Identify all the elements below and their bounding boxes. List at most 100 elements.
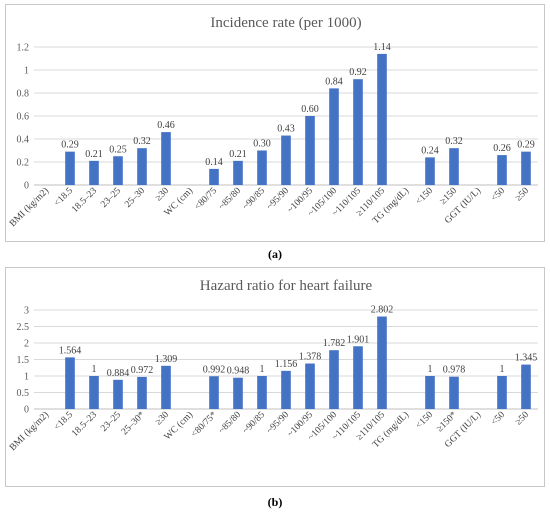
data-label: 0.29 bbox=[517, 140, 535, 151]
bar bbox=[65, 357, 75, 409]
chart-panel-b: Hazard ratio for heart failure 0 0.5 1 1.5 2 2… bbox=[5, 267, 545, 487]
chart-title: Hazard ratio for heart failure bbox=[200, 278, 373, 294]
bar bbox=[257, 376, 267, 409]
bar bbox=[89, 160, 99, 185]
bar bbox=[281, 370, 291, 409]
bar bbox=[257, 150, 267, 185]
bar bbox=[65, 151, 75, 185]
data-label: 1 bbox=[92, 364, 97, 375]
bar bbox=[377, 316, 387, 409]
data-label: 0.25 bbox=[109, 144, 127, 155]
x-tick-label: 23–25 bbox=[99, 186, 123, 210]
data-label: 0.32 bbox=[133, 136, 151, 147]
data-label: 1.564 bbox=[59, 345, 82, 356]
bar bbox=[233, 377, 243, 409]
y-tick-label: 2 bbox=[24, 339, 29, 350]
bar bbox=[521, 151, 531, 185]
bar bbox=[305, 363, 315, 409]
data-label: 0.884 bbox=[107, 368, 130, 379]
y-tick-label: 0 bbox=[24, 181, 29, 192]
y-tick-label: 0.5 bbox=[17, 388, 30, 399]
data-label: 0.978 bbox=[443, 365, 466, 376]
data-label: 0.992 bbox=[203, 364, 226, 375]
data-label: 0.46 bbox=[157, 120, 175, 131]
data-label: 1.378 bbox=[299, 352, 322, 363]
x-tick-label: <80/75 bbox=[193, 186, 219, 212]
data-label: 0.14 bbox=[205, 157, 223, 168]
data-label: 1.14 bbox=[373, 42, 391, 53]
data-label: 1.345 bbox=[515, 353, 538, 364]
bar bbox=[329, 88, 339, 185]
y-tick-label: 1.5 bbox=[17, 355, 30, 366]
bar bbox=[137, 376, 147, 409]
data-label: 0.26 bbox=[493, 143, 511, 154]
data-label: 2.802 bbox=[371, 305, 394, 316]
data-label: 0.43 bbox=[277, 124, 295, 135]
data-label: 1 bbox=[500, 364, 505, 375]
chart-a: Incidence rate (per 1000) 0 0.2 0.4 0.6 0.8 1 1… bbox=[7, 15, 538, 229]
y-tick-label: 3 bbox=[24, 306, 29, 317]
chart-title: Incidence rate (per 1000) bbox=[210, 15, 361, 31]
data-label: 1.309 bbox=[155, 354, 178, 365]
bar bbox=[209, 376, 219, 409]
caption-a: (a) bbox=[268, 247, 282, 261]
data-label: 1.901 bbox=[347, 334, 370, 345]
y-tick-label: 2.5 bbox=[17, 322, 30, 333]
x-tick-label: ≥50 bbox=[514, 186, 532, 204]
x-tick-label: 25–30 bbox=[123, 186, 147, 210]
bar bbox=[233, 160, 243, 185]
data-label: 1 bbox=[428, 364, 433, 375]
data-label: 0.30 bbox=[253, 139, 271, 150]
bar bbox=[113, 156, 123, 185]
data-label: 0.24 bbox=[421, 145, 439, 156]
bar bbox=[377, 53, 387, 186]
bar bbox=[353, 79, 363, 185]
data-label: 0.972 bbox=[131, 365, 154, 376]
x-tick-label: <50 bbox=[490, 410, 508, 428]
y-tick-label: 0.6 bbox=[17, 112, 30, 123]
y-tick-label: 0.4 bbox=[17, 135, 30, 146]
bar bbox=[425, 157, 435, 185]
x-tick-label: ≥50 bbox=[514, 410, 532, 428]
bar bbox=[281, 135, 291, 185]
y-tick-label: 1 bbox=[24, 66, 29, 77]
data-label: 0.84 bbox=[325, 76, 343, 87]
data-label: 0.92 bbox=[349, 67, 367, 78]
data-label: 0.21 bbox=[229, 149, 247, 160]
y-tick-label: 0.8 bbox=[17, 89, 30, 100]
bar bbox=[449, 376, 459, 409]
chart-panel-a: Incidence rate (per 1000) 0 0.2 0.4 0.6 0.8 1 1… bbox=[5, 4, 545, 242]
x-tick-label: ≥150 bbox=[438, 186, 459, 207]
y-tick-label: 1.2 bbox=[17, 43, 30, 54]
x-tick-label: ≥30 bbox=[154, 186, 172, 204]
data-label: 1.782 bbox=[323, 338, 346, 349]
bar bbox=[425, 376, 435, 409]
x-tick-label: ~85/80 bbox=[217, 410, 243, 436]
x-tick-label: <80/75* bbox=[190, 410, 220, 440]
bar bbox=[329, 350, 339, 409]
bar bbox=[161, 132, 171, 185]
data-label: 0.21 bbox=[85, 149, 103, 160]
x-tick-label: ~90/85 bbox=[241, 186, 267, 212]
data-label: 0.32 bbox=[445, 136, 463, 147]
x-tick-label: 25–30* bbox=[120, 410, 147, 437]
x-tick-label: ~90/85 bbox=[241, 410, 267, 436]
bar bbox=[305, 116, 315, 185]
x-tick-label: ~85/80 bbox=[217, 186, 243, 212]
x-tick-label: <50 bbox=[490, 186, 508, 204]
data-label: 1 bbox=[260, 364, 265, 375]
y-tick-label: 1 bbox=[24, 372, 29, 383]
x-tick-label: <150 bbox=[414, 410, 435, 431]
bar bbox=[521, 364, 531, 409]
x-tick-label: BMI (kg/m2) bbox=[7, 185, 51, 229]
chart-b: Hazard ratio for heart failure 0 0.5 1 1.5 2 2… bbox=[7, 278, 538, 453]
x-tick-label: BMI (kg/m2) bbox=[7, 409, 51, 453]
bar bbox=[353, 346, 363, 409]
bar bbox=[497, 376, 507, 409]
x-tick-label: 18.5–23 bbox=[70, 410, 99, 439]
x-tick-label: ≥30 bbox=[154, 410, 172, 428]
bar bbox=[137, 148, 147, 185]
x-tick-label: <150 bbox=[414, 186, 435, 207]
bar bbox=[113, 379, 123, 409]
bar bbox=[209, 168, 219, 185]
